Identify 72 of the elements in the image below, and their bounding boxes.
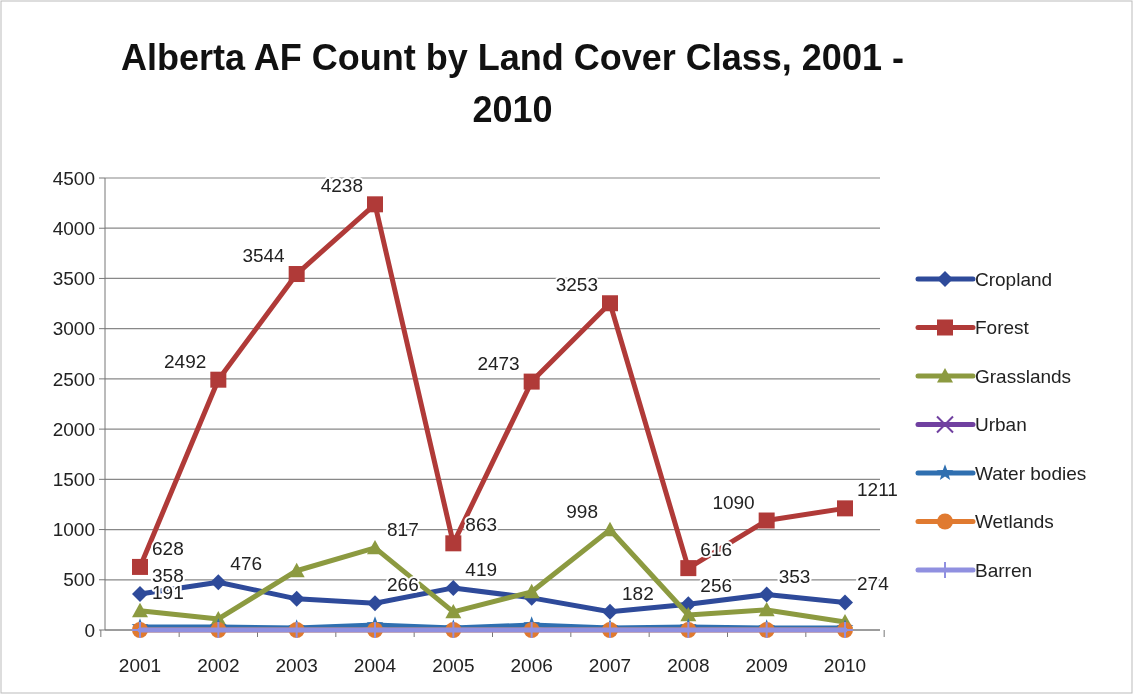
y-tick-label: 1500 [52,468,95,490]
legend-label: Water bodies [975,462,1087,484]
point [523,583,540,599]
point [367,196,383,213]
point [680,606,697,622]
point [758,601,775,617]
point [758,512,775,529]
data-label: 256 [700,575,733,597]
x-tick-label: 2004 [353,655,397,676]
legend-label: Wetlands [975,511,1054,533]
point [288,562,305,578]
data-label: 182 [622,582,654,604]
x-tick-label: 2005 [432,655,475,676]
point [132,558,148,575]
y-tick-label: 1000 [52,519,95,541]
x-tick-label: 2007 [588,655,632,676]
point [837,500,853,517]
data-label: 476 [230,553,263,575]
data-label: 353 [778,565,811,587]
point [680,560,697,577]
point [210,371,227,388]
legend-label: Barren [975,559,1033,581]
y-tick-label: 3500 [52,268,95,290]
chart-title: Alberta AF Count by Land Cover Class, 2001 - 2010 [121,37,904,130]
point [132,602,148,618]
point [210,574,227,591]
y-tick-label: 4500 [52,167,95,189]
point [602,295,618,312]
point [367,595,383,612]
data-label: 274 [857,573,890,595]
x-tick-label: 2008 [667,655,710,676]
legend-label: Grasslands [975,365,1072,387]
x-tick-label: 2006 [510,655,553,676]
y-tick-label: 2500 [52,368,95,390]
point [132,586,148,603]
y-tick-label: 3000 [52,318,95,340]
x-tick-label: 2001 [118,655,162,676]
point [367,539,383,555]
data-label: 3253 [555,274,598,296]
data-label: 4238 [320,175,363,197]
point [523,373,540,390]
data-label: 358 [152,565,184,587]
legend-label: Forest [975,317,1030,339]
point [288,590,305,607]
point [445,535,462,552]
data-label: 998 [566,500,598,522]
x-tick-label: 2002 [197,655,240,676]
y-tick-label: 500 [63,569,95,591]
point [288,266,305,283]
point [758,586,775,603]
y-tick-label: 0 [84,619,95,641]
y-tick-label: 4000 [52,217,95,239]
data-label: 2492 [164,350,207,372]
legend-label: Cropland [975,268,1053,290]
point [602,603,618,620]
x-tick-label: 2009 [745,655,788,676]
point [445,579,462,596]
data-label: 266 [387,574,419,596]
data-label: 419 [465,558,498,580]
x-tick-label: 2003 [275,655,318,676]
legend-label: Urban [975,414,1027,436]
data-label: 2473 [477,352,520,374]
data-label: 628 [152,537,184,559]
data-label: 1211 [857,479,898,501]
data-label: 3544 [242,245,286,267]
data-label: 1090 [712,491,755,513]
data-label: 863 [465,514,498,536]
point [837,594,853,611]
y-tick-label: 2000 [52,418,95,440]
x-tick-label: 2010 [823,655,867,676]
data-label: 817 [387,518,419,540]
point [445,603,462,619]
